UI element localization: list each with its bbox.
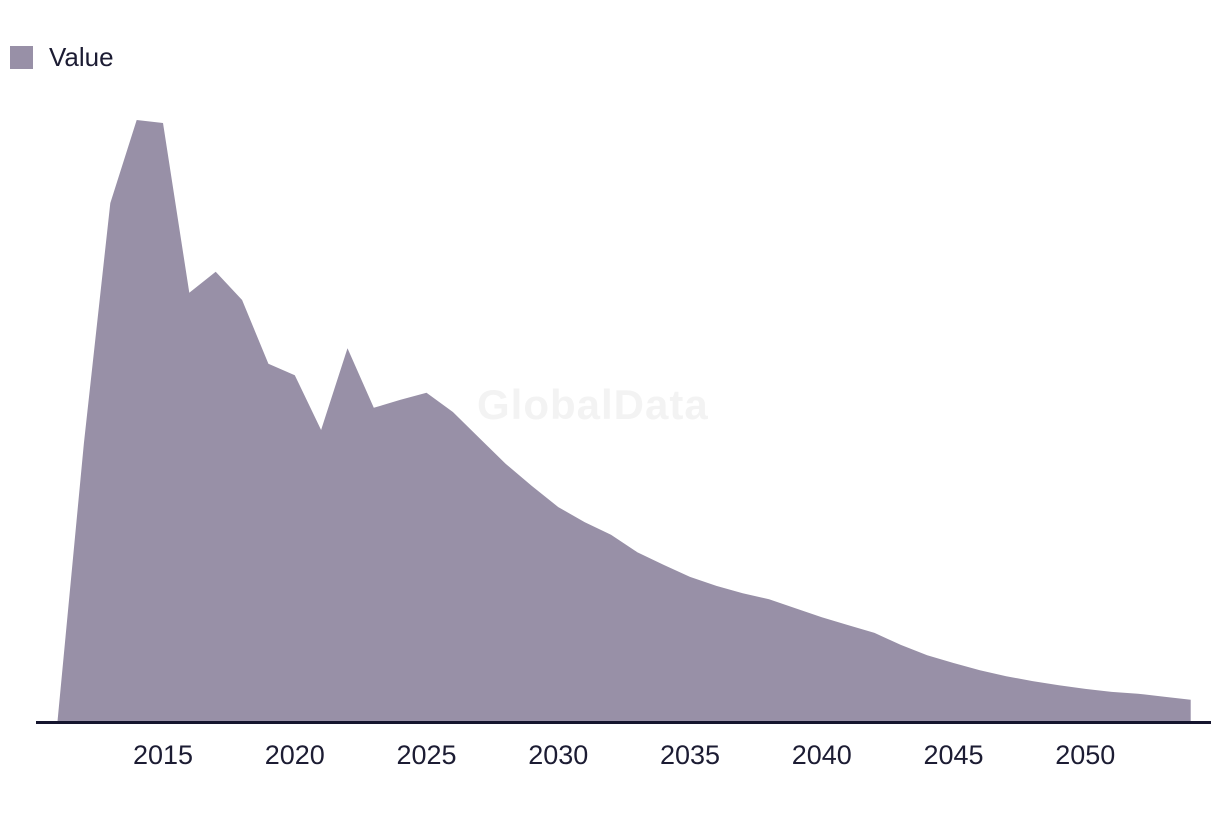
x-tick-label: 2030 xyxy=(528,740,589,770)
x-tick-label: 2045 xyxy=(923,740,984,770)
legend-label: Value xyxy=(49,42,114,72)
x-axis-line xyxy=(36,721,1211,724)
x-tick-label: 2040 xyxy=(791,740,852,770)
legend-swatch-value xyxy=(10,45,33,69)
value-area-series xyxy=(57,120,1191,722)
x-tick-label: 2015 xyxy=(132,740,194,770)
legend: Value xyxy=(10,44,114,70)
x-tick-label: 2025 xyxy=(396,740,457,770)
x-tick-label: 2020 xyxy=(264,740,325,770)
x-tick-label: 2035 xyxy=(659,740,721,770)
watermark: GlobalData xyxy=(477,381,709,428)
x-tick-label: 2050 xyxy=(1055,740,1116,770)
